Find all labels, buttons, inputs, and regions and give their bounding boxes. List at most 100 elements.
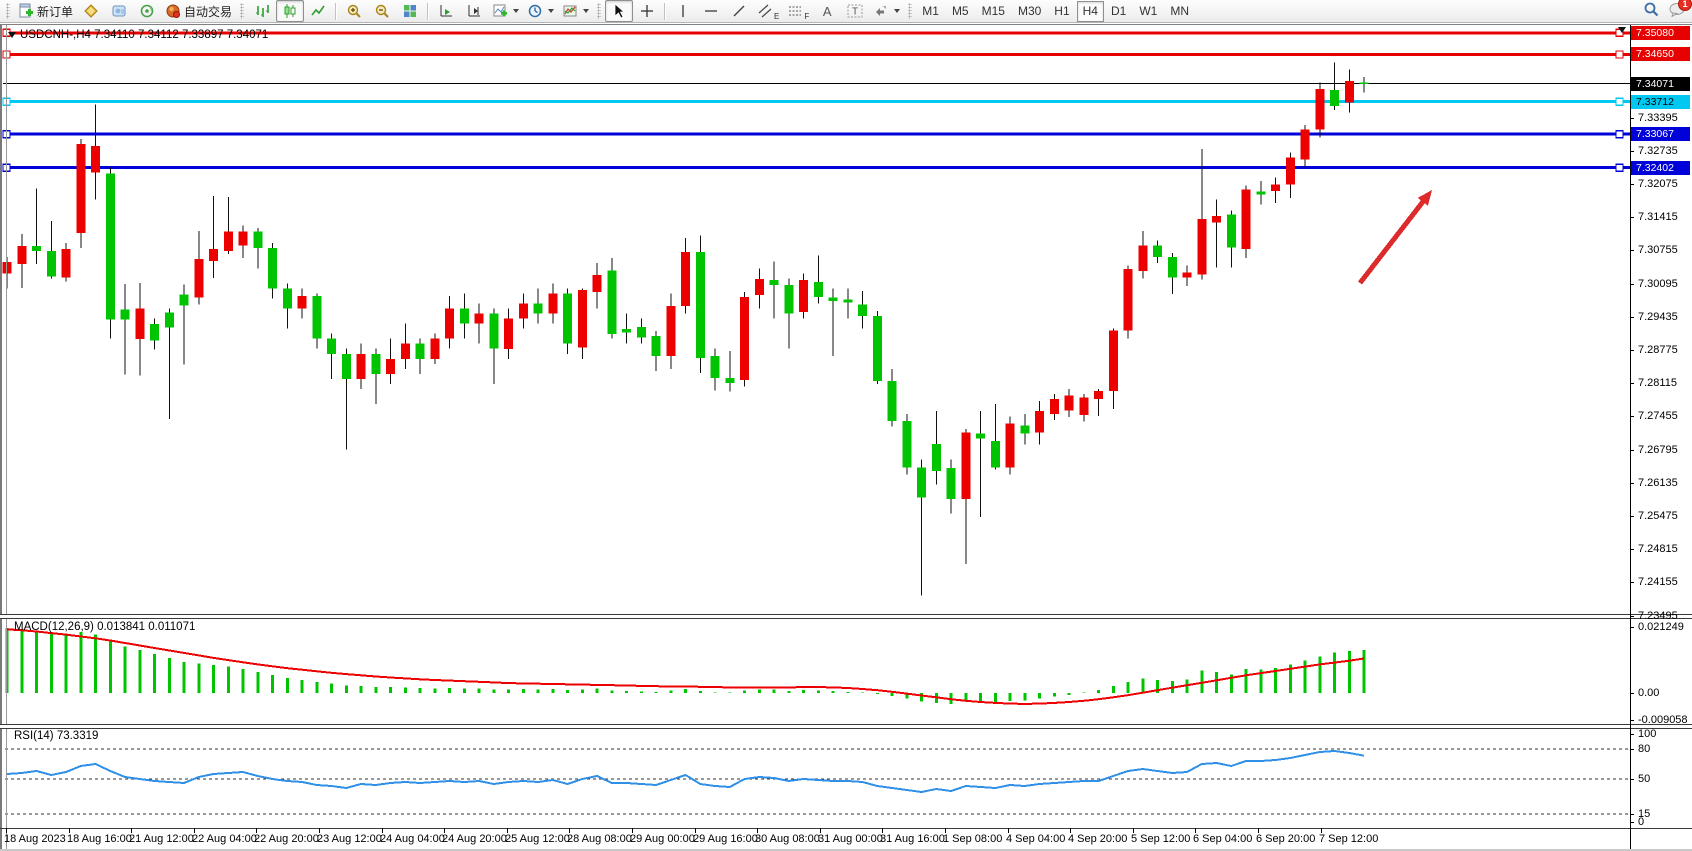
zoom-in-button[interactable] (340, 0, 368, 22)
time-tick-label: 29 Aug 16:00 (693, 833, 758, 845)
timeframe-d1-button[interactable]: D1 (1110, 4, 1127, 18)
time-tick-label: 4 Sep 20:00 (1068, 833, 1128, 845)
cursor-icon (611, 3, 627, 19)
timeframe-m15-button[interactable]: M15 (981, 4, 1005, 18)
toolbar-grip[interactable] (908, 3, 913, 19)
time-tick-mark (69, 828, 70, 833)
trendline-button[interactable] (725, 0, 753, 22)
chart-shift-button[interactable] (460, 0, 488, 22)
time-tick-label: 23 Aug 12:00 (317, 833, 382, 845)
price-tick-mark (1630, 250, 1634, 251)
vertical-line-button[interactable] (669, 0, 697, 22)
chart-menu-icon[interactable] (8, 32, 16, 38)
timeframe-m5-button[interactable]: M5 (951, 4, 969, 18)
text-label-icon: T (846, 3, 864, 19)
price-tick-label: 7.26795 (1638, 444, 1678, 456)
price-tick-mark (1630, 284, 1634, 285)
timeframe-h1-button[interactable]: H1 (1054, 4, 1070, 18)
timeframe-h4-button[interactable]: H4 (1076, 0, 1104, 22)
rsi-line (6, 749, 1365, 794)
pane-splitter-macd[interactable] (0, 614, 1692, 619)
time-tick-label: 21 Aug 12:00 (129, 833, 194, 845)
periods-button[interactable] (523, 0, 558, 22)
macd-tick-label: -0.009058 (1638, 714, 1688, 726)
time-tick-mark (256, 828, 257, 833)
arrows-button[interactable] (869, 0, 904, 22)
chevron-down-icon (894, 9, 901, 13)
chart-canvas[interactable] (0, 25, 1692, 851)
time-tick-mark (632, 828, 633, 833)
price-tick-label: 7.24155 (1638, 576, 1678, 588)
timeframe-m1-button[interactable]: M1 (922, 4, 939, 18)
fibonacci-button[interactable]: F (783, 0, 813, 22)
zoom-out-icon (374, 3, 390, 19)
time-tick-mark (1258, 828, 1259, 833)
autotrade-button[interactable]: 自动交易 (161, 0, 236, 22)
toolbar-grip[interactable] (597, 3, 602, 19)
line-chart-button[interactable] (304, 0, 332, 22)
autotrade-icon (165, 3, 181, 19)
bar-chart-button[interactable] (248, 0, 276, 22)
trendline-icon (731, 3, 747, 19)
price-tick-label: 7.31415 (1638, 211, 1678, 223)
add-indicator-button[interactable] (488, 0, 523, 22)
time-tick-mark (757, 828, 758, 833)
candlestick-chart-button[interactable] (276, 0, 305, 22)
chevron-down-icon (583, 9, 590, 13)
time-tick-mark (1070, 828, 1071, 833)
macd-tick-mark (1630, 627, 1634, 628)
level-line[interactable] (2, 129, 1630, 139)
price-tick-label: 7.24815 (1638, 543, 1678, 555)
fibo-f-label: F (804, 12, 810, 21)
time-tick-label: 18 Aug 2023 (4, 833, 66, 845)
signal-button[interactable] (133, 0, 161, 22)
candlestick-chart-icon (282, 3, 298, 19)
price-tick-label: 7.30095 (1638, 278, 1678, 290)
toolbar-grip[interactable] (6, 3, 10, 19)
new-order-button[interactable]: 新订单 (14, 0, 77, 22)
chart-title-text: USDCNH-,H4 7.34110 7.34112 7.33897 7.340… (20, 29, 269, 41)
templates-button[interactable] (558, 0, 593, 22)
toolbar-grip[interactable] (240, 3, 245, 19)
new-order-label: 新订单 (37, 4, 74, 19)
new-order-icon (18, 3, 34, 19)
time-tick-label: 28 Aug 08:00 (567, 833, 632, 845)
clock-icon (527, 3, 543, 19)
auto-scroll-button[interactable] (432, 0, 460, 22)
chart-shift-icon (466, 3, 482, 19)
timeframe-w1-button[interactable]: W1 (1139, 4, 1158, 18)
tile-windows-icon (402, 3, 418, 19)
notifications-button[interactable]: 1 (1668, 0, 1692, 22)
horizontal-line-button[interactable] (697, 0, 725, 22)
time-tick-mark (882, 828, 883, 833)
price-tick-mark (1630, 582, 1634, 583)
equidistant-channel-button[interactable]: E (753, 0, 783, 22)
price-tick-mark (1630, 383, 1634, 384)
market-watch-button[interactable] (77, 0, 105, 22)
price-tick-mark (1630, 416, 1634, 417)
zoom-out-button[interactable] (368, 0, 396, 22)
level-line[interactable] (2, 50, 1630, 59)
level-line[interactable] (2, 97, 1630, 106)
macd-tick-mark (1630, 720, 1634, 721)
text-label-button[interactable]: T (841, 0, 869, 22)
time-tick-label: 24 Aug 04:00 (380, 833, 445, 845)
search-icon[interactable] (1643, 1, 1660, 23)
terminal-window-button[interactable] (105, 0, 133, 22)
cursor-button[interactable] (605, 0, 634, 22)
level-line[interactable] (2, 163, 1630, 172)
timeframe-mn-button[interactable]: MN (1170, 4, 1189, 18)
tile-windows-button[interactable] (396, 0, 424, 22)
crosshair-button[interactable] (633, 0, 661, 22)
crosshair-icon (639, 3, 655, 19)
text-button[interactable]: A (813, 0, 841, 22)
price-tick-mark (1630, 217, 1634, 218)
time-tick-label: 31 Aug 16:00 (880, 833, 945, 845)
timeframe-m30-button[interactable]: M30 (1017, 4, 1042, 18)
window-left-edge (0, 25, 7, 850)
trend-arrow[interactable] (1358, 190, 1432, 285)
pane-splitter-rsi[interactable] (0, 724, 1692, 729)
time-tick-label: 5 Sep 12:00 (1131, 833, 1191, 845)
macd-tick-label: 0.021249 (1638, 621, 1684, 633)
